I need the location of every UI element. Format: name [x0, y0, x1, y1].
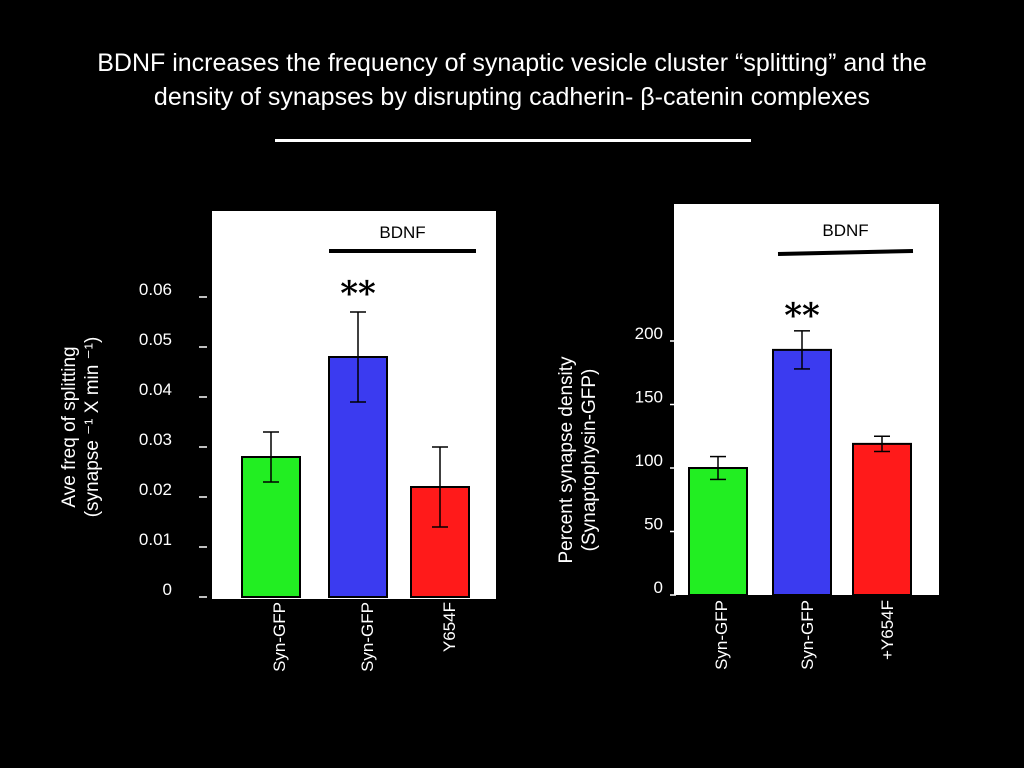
y-tick-label: 0.02 [139, 480, 172, 499]
bar [772, 348, 832, 597]
y-tick-label: 0.06 [139, 280, 172, 299]
y-tick-label: 100 [635, 451, 663, 470]
chart-2: 0 50 100 150 200 Percent synapse density (Syna… [556, 204, 939, 670]
bar [852, 442, 912, 596]
y-axis-label-line-1: Percent synapse density [556, 356, 577, 564]
category-label: Syn-GFP [358, 602, 377, 672]
y-axis-label: Percent synapse density (Synaptophysin-GF… [556, 356, 600, 564]
significance-stars: ** [784, 296, 820, 336]
title-underline [275, 139, 751, 142]
slide-title: BDNF increases the frequency of synaptic… [0, 46, 1024, 114]
category-label: Y654F [440, 602, 459, 652]
treatment-label: BDNF [822, 221, 868, 240]
y-tick-label: 0.05 [139, 330, 172, 349]
y-tick-label: 50 [644, 515, 663, 534]
y-tick-label: 200 [635, 324, 663, 343]
y-tick-label: 150 [635, 388, 663, 407]
y-tick-label: 0.04 [139, 380, 172, 399]
y-tick-label: 0 [654, 578, 663, 597]
y-axis-label-line-2: (synapse ⁻¹ X min ⁻¹) [82, 337, 103, 518]
y-axis-label-line-1: Ave freq of splitting [59, 346, 80, 507]
y-tick-label: 0.01 [139, 530, 172, 549]
y-axis-label-line-2: (Synaptophysin-GFP) [579, 369, 600, 552]
treatment-label: BDNF [379, 223, 425, 242]
y-axis-label: Ave freq of splitting (synapse ⁻¹ X min ⁻… [59, 337, 103, 518]
title-line-2: density of synapses by disrupting cadher… [153, 83, 871, 111]
treatment-bracket [777, 249, 914, 256]
y-tick-label: 0 [163, 580, 172, 599]
category-label: +Y654F [878, 600, 897, 660]
category-label: Syn-GFP [798, 600, 817, 670]
y-tick-label: 0.03 [139, 430, 172, 449]
category-label: Syn-GFP [270, 602, 289, 672]
chart-1: 0 0.01 0.02 0.03 0.04 0.05 0.06 Ave freq of spl… [59, 211, 496, 672]
significance-stars: ** [340, 274, 376, 314]
category-label: Syn-GFP [712, 600, 731, 670]
bar [688, 467, 748, 596]
title-line-1: BDNF increases the frequency of synaptic… [97, 49, 927, 77]
